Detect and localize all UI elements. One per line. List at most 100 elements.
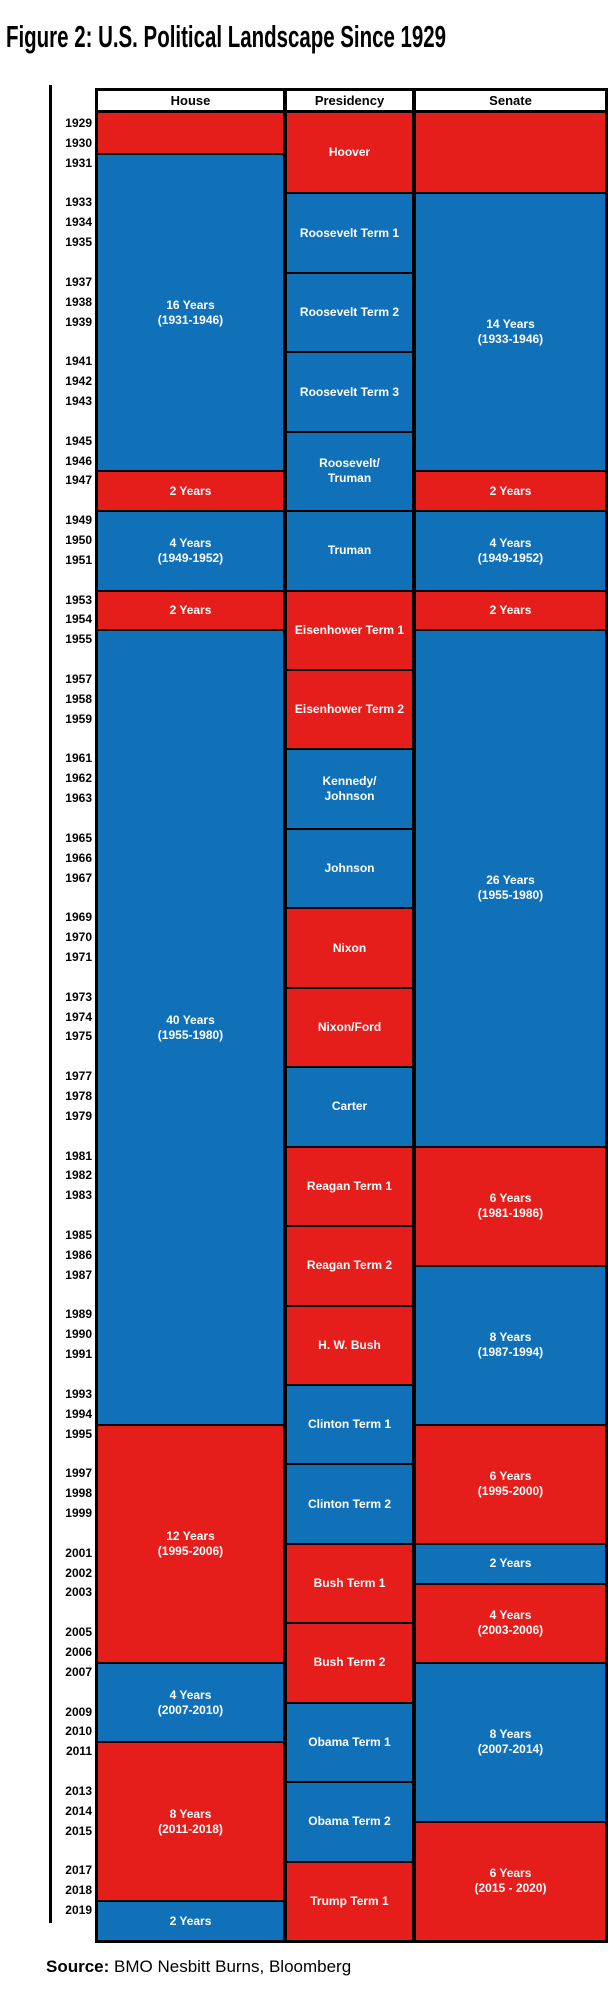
- year-tick-label: 2007: [65, 1664, 92, 1679]
- timeline-block-house-1995-2006: 12 Years (1995-2006): [98, 1423, 283, 1662]
- timeline-block-presidency-1949-1952: Truman: [287, 510, 412, 590]
- year-tick-label: 1977: [65, 1069, 92, 1084]
- year-tick-label: 1995: [65, 1426, 92, 1441]
- source-note: Source: BMO Nesbitt Burns, Bloomberg: [46, 1956, 351, 1978]
- year-tick-label: 2009: [65, 1704, 92, 1719]
- year-tick-label: 1957: [65, 671, 92, 686]
- block-label-line: Obama Term 2: [308, 1814, 391, 1829]
- block-label-line: Eisenhower Term 1: [294, 622, 405, 637]
- year-tick-label: 1975: [65, 1029, 92, 1044]
- timeline-column-house: 16 Years (1931-1946) 2 Years 4 Years (1949-1…: [95, 110, 286, 1943]
- timeline-block-senate-2001-2002: 2 Years: [416, 1542, 605, 1583]
- timeline-block-house-2011-2018: 8 Years (2011-2018): [98, 1741, 283, 1901]
- block-label-line: 16 Years: [166, 297, 215, 312]
- timeline-block-senate-1955-1980: 26 Years (1955-1980): [416, 629, 605, 1146]
- timeline-block-presidency-2005-2008: Bush Term 2: [287, 1622, 412, 1702]
- column-header-presidency: Presidency: [284, 88, 415, 113]
- block-label-line: 8 Years: [169, 1806, 212, 1821]
- block-label-line: 6 Years: [489, 1191, 532, 1206]
- timeline-block-presidency-1993-1996: Clinton Term 1: [287, 1383, 412, 1464]
- block-label-line: 2 Years: [169, 602, 212, 617]
- timeline-block-senate-1981-1986: 6 Years (1981-1986): [416, 1145, 605, 1265]
- year-tick-label: 1978: [65, 1089, 92, 1103]
- block-label-line: 2 Years: [489, 602, 532, 617]
- timeline-block-presidency-2001-2004: Bush Term 1: [287, 1542, 412, 1623]
- block-label-line: Clinton Term 2: [307, 1496, 392, 1511]
- block-label-line: 4 Years: [489, 535, 532, 550]
- year-tick-label: 1973: [65, 989, 92, 1004]
- block-label-line: Trump Term 1: [310, 1893, 389, 1908]
- year-tick-label: 1962: [65, 771, 92, 786]
- year-tick-label: 2018: [65, 1883, 92, 1898]
- timeline-column-presidency: Hoover Roosevelt Term 1 Roosevelt Term 2 Ro…: [284, 110, 415, 1943]
- political-timeline-chart: 1929 1930 1931 1933 1934 1935 1937 1938 1939 1941…: [0, 85, 608, 1948]
- block-label-line: Truman: [327, 543, 372, 558]
- block-label-line: (2003-2006): [477, 1623, 544, 1638]
- year-tick-label: 1930: [65, 135, 92, 150]
- timeline-block-presidency-1937-1940: Roosevelt Term 2: [287, 271, 412, 352]
- block-label-line: Clinton Term 1: [307, 1417, 392, 1432]
- timeline-block-presidency-1997-2000: Clinton Term 2: [287, 1463, 412, 1543]
- block-label-line: Roosevelt Term 1: [299, 225, 400, 240]
- block-label-line: Reagan Term 1: [306, 1178, 393, 1193]
- block-label-line: 26 Years: [486, 873, 535, 888]
- year-tick-label: 1935: [65, 235, 92, 250]
- block-label-line: Roosevelt Term 2: [299, 305, 400, 320]
- year-tick-label: 2014: [65, 1803, 92, 1818]
- timeline-block-presidency-1969-1972: Nixon: [287, 907, 412, 987]
- block-label-line: Hoover: [328, 145, 371, 160]
- block-label-line: (1949-1952): [477, 550, 544, 565]
- year-tick-label: 1991: [65, 1347, 92, 1362]
- year-tick-label: 2015: [65, 1823, 92, 1838]
- timeline-block-presidency-1989-1992: H. W. Bush: [287, 1304, 412, 1384]
- year-axis-line: [49, 85, 52, 1923]
- year-tick-label: 1983: [65, 1188, 92, 1203]
- timeline-block-presidency-1957-1960: Eisenhower Term 2: [287, 669, 412, 749]
- year-tick-label: 1941: [65, 354, 92, 369]
- year-tick-label: 2019: [65, 1903, 92, 1918]
- year-tick-label: 1986: [65, 1247, 92, 1262]
- timeline-block-presidency-1941-1944: Roosevelt Term 3: [287, 351, 412, 431]
- timeline-block-house-1931-1946: 16 Years (1931-1946): [98, 152, 283, 471]
- timeline-block-senate-1949-1952: 4 Years (1949-1952): [416, 510, 605, 590]
- year-tick-label: 1987: [65, 1267, 92, 1282]
- block-label-line: (2007-2014): [477, 1742, 544, 1757]
- year-tick-label: 1979: [65, 1108, 92, 1123]
- block-label-line: (1981-1986): [477, 1206, 544, 1221]
- timeline-block-house-2019-2020: 2 Years: [98, 1900, 283, 1940]
- year-tick-label: 1950: [65, 532, 92, 547]
- timeline-block-presidency-1981-1984: Reagan Term 1: [287, 1145, 412, 1226]
- timeline-block-senate-1947-1948: 2 Years: [416, 470, 605, 511]
- block-label-line: 40 Years: [166, 1012, 215, 1027]
- year-tick-label: 1955: [65, 632, 92, 647]
- year-tick-label: 1965: [65, 830, 92, 845]
- block-label-line: (2015 - 2020): [474, 1881, 547, 1896]
- year-tick-label: 2006: [65, 1645, 92, 1660]
- block-label-line: 14 Years: [486, 317, 535, 332]
- block-label-line: (2007-2010): [157, 1702, 224, 1717]
- year-tick-label: 1929: [65, 115, 92, 130]
- timeline-block-presidency-2017-2020: Trump Term 1: [287, 1860, 412, 1940]
- year-tick-label: 1970: [65, 930, 92, 945]
- source-text: BMO Nesbitt Burns, Bloomberg: [109, 1957, 352, 1976]
- year-tick-label: 1990: [65, 1327, 92, 1342]
- year-tick-label: 1997: [65, 1466, 92, 1481]
- block-label-line: Bush Term 1: [313, 1576, 386, 1591]
- block-label-line: Carter: [331, 1099, 368, 1114]
- timeline-block-house-1955-1994: 40 Years (1955-1980): [98, 629, 283, 1424]
- block-label-line: Obama Term 1: [308, 1734, 391, 1749]
- year-tick-label: 1989: [65, 1307, 92, 1322]
- year-tick-label: 1985: [65, 1228, 92, 1243]
- block-label-line: H. W. Bush: [318, 1337, 381, 1352]
- year-tick-label: 2005: [65, 1625, 92, 1640]
- block-label-line: (1995-2000): [477, 1484, 544, 1499]
- block-label-line: (1931-1946): [157, 312, 224, 327]
- timeline-block-house-1949-1952: 4 Years (1949-1952): [98, 510, 283, 590]
- year-tick-label: 1949: [65, 513, 92, 528]
- block-label-line: 6 Years: [489, 1469, 532, 1484]
- year-tick-label: 1969: [65, 910, 92, 925]
- block-label-line: (1955-1980): [477, 888, 544, 903]
- year-tick-label: 2010: [65, 1724, 92, 1739]
- timeline-block-presidency-1961-1964: Kennedy/Johnson: [287, 748, 412, 828]
- year-tick-label: 1943: [65, 393, 92, 408]
